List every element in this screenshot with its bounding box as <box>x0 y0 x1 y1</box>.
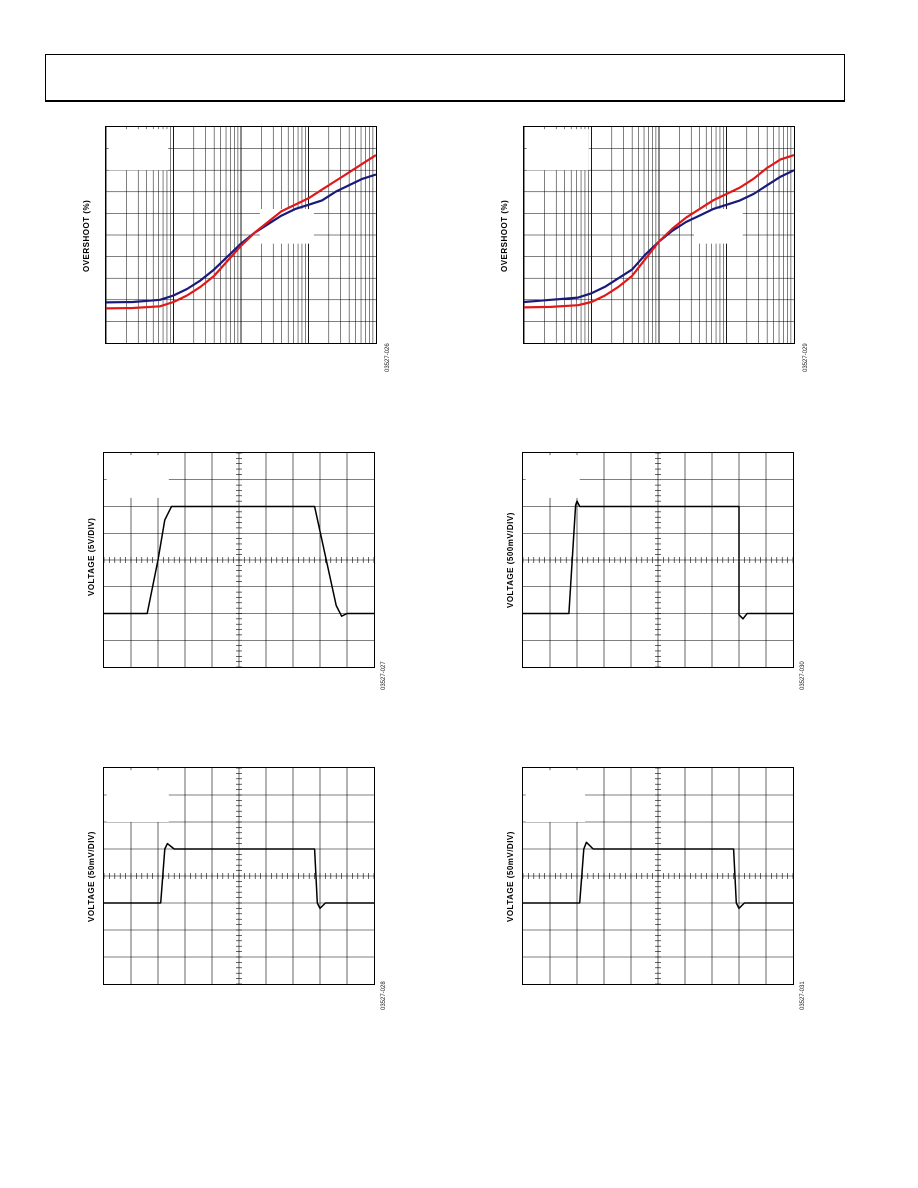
page-header-box <box>45 54 845 102</box>
plot-svg <box>104 453 374 667</box>
plot-svg <box>106 127 376 343</box>
y-axis-label: OVERSHOOT (%) <box>500 199 509 272</box>
legend-area <box>108 129 169 171</box>
small-signal-plot-left <box>103 767 375 985</box>
figure-code: 03527-026 <box>385 343 391 372</box>
legend-area <box>526 129 589 171</box>
y-axis-label: OVERSHOOT (%) <box>82 199 91 272</box>
large-signal-plot-left <box>103 452 375 668</box>
legend-area <box>525 455 580 498</box>
legend-area <box>106 455 169 498</box>
legend-area <box>525 770 586 822</box>
legend-area <box>259 209 314 244</box>
large-signal-plot-right <box>522 452 794 668</box>
small-signal-plot-right <box>522 767 794 985</box>
series-line-0 <box>524 169 794 304</box>
figure-code: 03527-028 <box>381 981 387 1010</box>
series-line-1 <box>106 154 376 310</box>
figure-code: 03527-029 <box>803 343 809 372</box>
figure-code: 03527-030 <box>800 661 806 690</box>
trace-line-0 <box>104 842 374 910</box>
plot-svg <box>523 453 793 667</box>
trace-line-0 <box>104 505 374 617</box>
overshoot-plot-right <box>523 126 795 344</box>
trace-line-0 <box>523 500 793 620</box>
y-axis-label: VOLTAGE (500mV/DIV) <box>506 512 515 608</box>
series-line-1 <box>524 154 794 309</box>
figure-code: 03527-027 <box>381 661 387 690</box>
y-axis-label: VOLTAGE (5V/DIV) <box>87 517 96 596</box>
y-axis-label: VOLTAGE (50mV/DIV) <box>506 831 515 922</box>
trace-line-0 <box>523 841 793 910</box>
plot-svg <box>524 127 794 343</box>
overshoot-plot-left <box>105 126 377 344</box>
figure-code: 03527-031 <box>800 981 806 1010</box>
plot-svg <box>104 768 374 984</box>
legend-area <box>106 770 169 822</box>
plot-svg <box>523 768 793 984</box>
y-axis-label: VOLTAGE (50mV/DIV) <box>87 831 96 922</box>
